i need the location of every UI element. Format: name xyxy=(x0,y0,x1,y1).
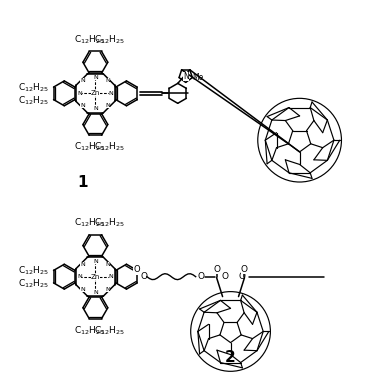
Text: O: O xyxy=(241,265,248,274)
Text: N: N xyxy=(80,261,85,267)
Text: N: N xyxy=(105,78,111,83)
Text: C$_{12}$H$_{25}$: C$_{12}$H$_{25}$ xyxy=(74,217,105,229)
Text: O: O xyxy=(213,265,220,274)
Text: C$_{12}$H$_{25}$: C$_{12}$H$_{25}$ xyxy=(18,264,49,277)
Text: C$_{12}$H$_{25}$: C$_{12}$H$_{25}$ xyxy=(94,141,125,153)
Text: N: N xyxy=(93,259,98,264)
Text: O: O xyxy=(238,272,245,281)
Text: N: N xyxy=(109,274,113,279)
Text: O: O xyxy=(198,272,205,281)
Text: C$_{12}$H$_{25}$: C$_{12}$H$_{25}$ xyxy=(74,33,105,46)
Text: 1: 1 xyxy=(77,174,88,189)
Text: N: N xyxy=(80,104,85,108)
Text: Zn: Zn xyxy=(91,274,100,280)
Text: N: N xyxy=(78,91,82,96)
Text: C$_{12}$H$_{25}$: C$_{12}$H$_{25}$ xyxy=(18,81,49,94)
Text: C$_{12}$H$_{25}$: C$_{12}$H$_{25}$ xyxy=(94,33,125,46)
Text: N: N xyxy=(109,91,113,96)
Text: O: O xyxy=(141,272,148,281)
Text: N: N xyxy=(105,261,111,267)
Text: N: N xyxy=(93,290,98,295)
Text: C$_{12}$H$_{25}$: C$_{12}$H$_{25}$ xyxy=(94,324,125,337)
Text: N: N xyxy=(93,106,98,111)
Text: C$_{12}$H$_{25}$: C$_{12}$H$_{25}$ xyxy=(18,94,49,106)
Text: O: O xyxy=(221,272,229,281)
Text: N: N xyxy=(93,75,98,80)
Text: C$_{12}$H$_{25}$: C$_{12}$H$_{25}$ xyxy=(94,217,125,229)
Text: C$_{12}$H$_{25}$: C$_{12}$H$_{25}$ xyxy=(18,278,49,290)
Text: Me: Me xyxy=(193,73,204,82)
Text: N: N xyxy=(78,274,82,279)
Text: 2: 2 xyxy=(225,350,235,365)
Text: N: N xyxy=(105,104,111,108)
Text: Zn: Zn xyxy=(91,90,100,96)
Text: N: N xyxy=(80,287,85,292)
Text: N: N xyxy=(105,287,111,292)
Text: N: N xyxy=(80,78,85,83)
Text: N: N xyxy=(183,72,189,81)
Text: O: O xyxy=(134,265,140,274)
Text: C$_{12}$H$_{25}$: C$_{12}$H$_{25}$ xyxy=(74,324,105,337)
Text: C$_{12}$H$_{25}$: C$_{12}$H$_{25}$ xyxy=(74,141,105,153)
